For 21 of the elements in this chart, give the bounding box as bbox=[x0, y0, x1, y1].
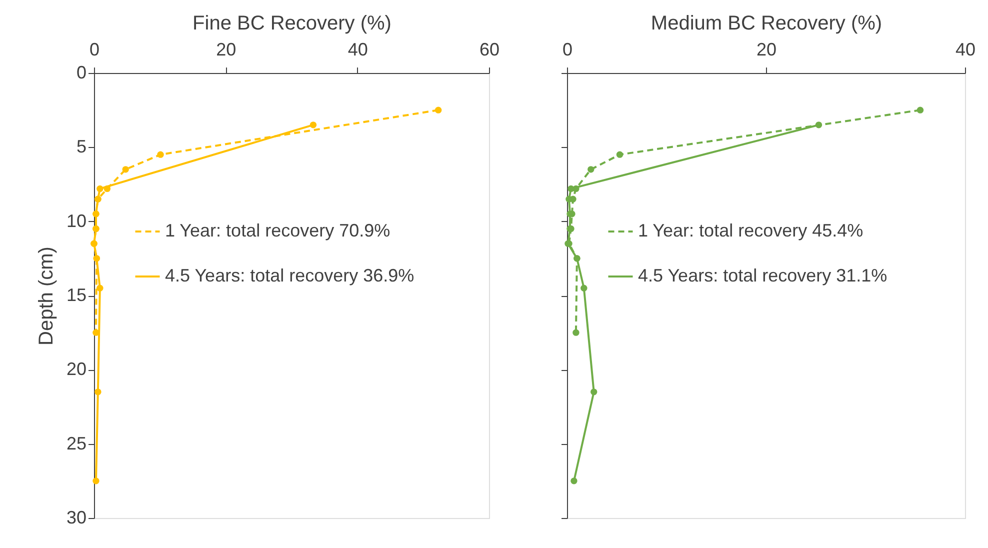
x-axis-title: Fine BC Recovery (%) bbox=[192, 12, 392, 34]
x-tick-label: 40 bbox=[955, 40, 976, 60]
x-axis-title: Medium BC Recovery (%) bbox=[650, 12, 882, 34]
y-axis-title: Depth (cm) bbox=[35, 246, 58, 346]
x-tick-label: 0 bbox=[562, 40, 573, 60]
legend-label: 1 Year: total recovery 70.9% bbox=[165, 220, 390, 240]
legend-label: 1 Year: total recovery 45.4% bbox=[638, 220, 864, 240]
y-tick-label: 5 bbox=[76, 136, 86, 157]
x-tick-label: 0 bbox=[89, 40, 100, 60]
y-tick-label: 0 bbox=[76, 62, 86, 82]
legend-label: 4.5 Years: total recovery 36.9% bbox=[165, 266, 414, 286]
x-tick-label: 20 bbox=[756, 40, 777, 60]
y-tick-label: 25 bbox=[66, 433, 86, 454]
x-tick-label: 20 bbox=[216, 40, 236, 60]
legend-label: 4.5 Years: total recovery 31.1% bbox=[638, 266, 888, 286]
y-tick-label: 20 bbox=[66, 359, 86, 380]
y-tick-label: 15 bbox=[66, 285, 86, 305]
x-tick-label: 40 bbox=[348, 40, 368, 60]
y-tick-label: 10 bbox=[66, 210, 86, 231]
x-tick-label: 60 bbox=[479, 40, 500, 60]
y-tick-label: 30 bbox=[66, 508, 86, 528]
